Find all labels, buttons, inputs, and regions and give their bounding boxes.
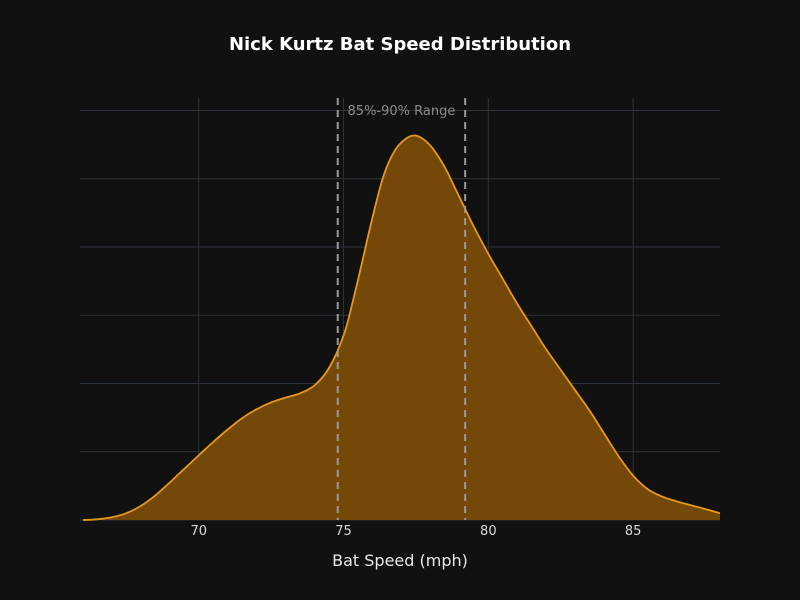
x-tick-label-85: 85 bbox=[625, 524, 642, 539]
x-tick-label-80: 80 bbox=[480, 524, 497, 539]
x-tick-label-70: 70 bbox=[190, 524, 207, 539]
chart-title: Nick Kurtz Bat Speed Distribution bbox=[229, 34, 571, 55]
x-ticks: 70 75 80 85 bbox=[190, 524, 641, 539]
x-axis-label: Bat Speed (mph) bbox=[332, 551, 468, 570]
density-line bbox=[82, 134, 721, 521]
x-tick-label-75: 75 bbox=[335, 524, 352, 539]
range-label: 85%-90% Range bbox=[348, 104, 456, 119]
density-area bbox=[82, 135, 720, 520]
